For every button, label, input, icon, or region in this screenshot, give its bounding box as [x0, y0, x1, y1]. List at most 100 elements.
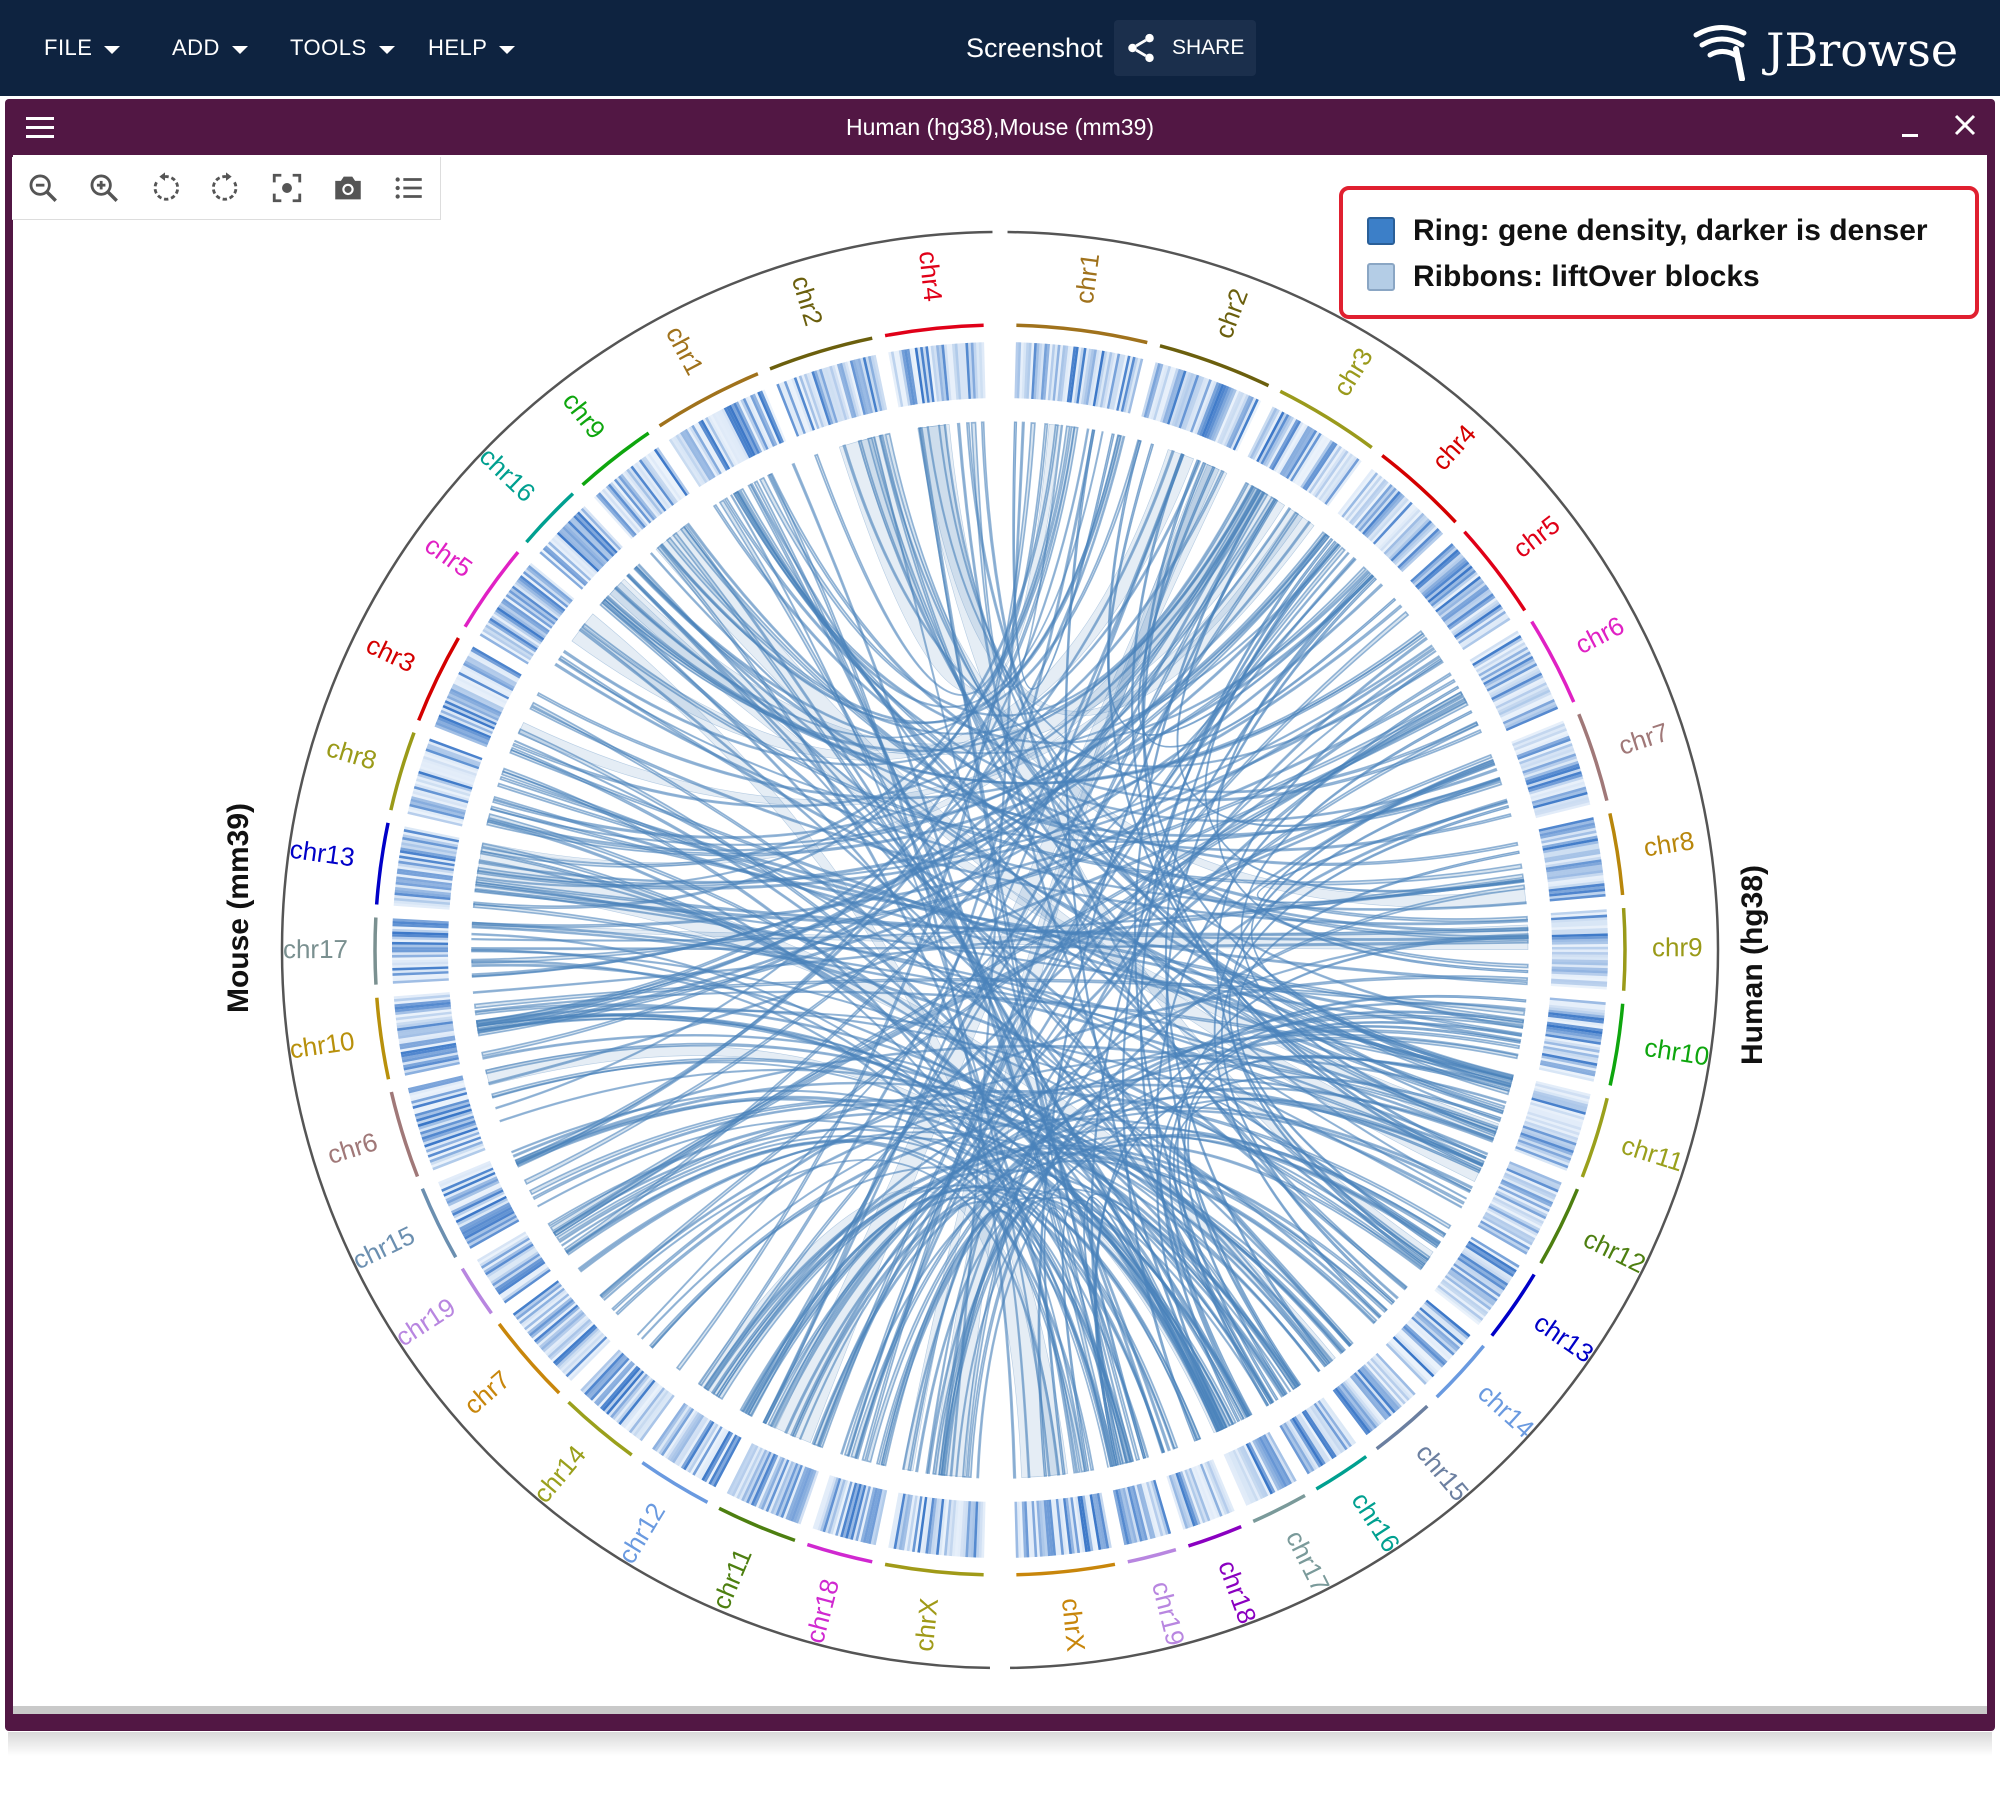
session-name[interactable]: Screenshot — [966, 33, 1103, 63]
density-bin — [1484, 1211, 1536, 1241]
mouse-chr2-arc[interactable] — [769, 336, 873, 371]
density-bin — [1067, 1497, 1078, 1554]
liftover-ribbon — [558, 655, 1504, 1115]
mouse-chr3-arc[interactable] — [417, 637, 460, 722]
human-chr8-arc[interactable] — [1608, 812, 1625, 896]
density-bin — [906, 1495, 918, 1552]
mouse-chr13-arc[interactable] — [374, 822, 390, 905]
density-bin — [485, 624, 534, 657]
density-bin — [1097, 351, 1110, 408]
zoom-in-button[interactable] — [73, 157, 134, 219]
density-bin — [1473, 637, 1523, 669]
mouse-chr16-arc[interactable] — [525, 492, 575, 544]
liftover-ribbon — [739, 487, 1497, 1137]
human-chr11-arc[interactable] — [1580, 1097, 1609, 1178]
density-bin — [1344, 1379, 1382, 1426]
density-bin — [1035, 343, 1043, 400]
mouse-chr11-arc[interactable] — [718, 1506, 796, 1543]
density-bin — [893, 1493, 906, 1550]
human-chr12-arc[interactable] — [1539, 1188, 1580, 1265]
minimize-icon[interactable] — [1897, 109, 1927, 139]
zoom-out-button[interactable] — [12, 157, 73, 219]
menu-tools[interactable]: TOOLS — [290, 0, 395, 96]
mouse-chr18-arc[interactable] — [806, 1542, 873, 1564]
mouse-chr5-arc[interactable] — [463, 550, 520, 628]
density-bin — [490, 1251, 539, 1285]
mouse-chr17-arc[interactable] — [373, 917, 378, 985]
density-bin — [1183, 376, 1205, 431]
liftover-ribbon — [1168, 1010, 1525, 1417]
mouse-chrX-arc[interactable] — [884, 1562, 984, 1577]
density-bin — [493, 1255, 542, 1289]
density-bin — [742, 397, 769, 450]
density-bin — [1529, 1102, 1585, 1121]
human-chr18-arc[interactable] — [1187, 1524, 1242, 1548]
density-bin — [954, 343, 962, 400]
menu-help[interactable]: HELP — [428, 0, 516, 96]
density-bin — [1043, 1500, 1051, 1557]
density-bin — [519, 1287, 565, 1325]
view-menu-icon[interactable] — [26, 117, 54, 139]
human-chr7-arc[interactable] — [1577, 713, 1609, 802]
track-list-button[interactable] — [378, 157, 439, 219]
human-chr14-arc[interactable] — [1435, 1344, 1486, 1399]
rotate-cw-button[interactable] — [195, 157, 256, 219]
density-bin — [394, 889, 451, 898]
mouse-chr15-arc[interactable] — [420, 1188, 458, 1259]
screenshot-button[interactable] — [317, 157, 378, 219]
density-bin — [1230, 1450, 1257, 1503]
density-bin — [1520, 1132, 1574, 1154]
density-bin — [1499, 691, 1552, 718]
human-chr13-arc[interactable] — [1490, 1273, 1536, 1337]
human-chr16-arc[interactable] — [1315, 1455, 1368, 1491]
density-bin — [530, 1300, 576, 1339]
human-chr15-arc[interactable] — [1375, 1404, 1429, 1451]
human-chr9-arc[interactable] — [1621, 907, 1627, 991]
mouse-chr9-arc[interactable] — [581, 431, 650, 487]
close-icon[interactable] — [1949, 109, 1981, 141]
liftover-ribbon — [1043, 1207, 1147, 1476]
density-bin — [835, 1481, 853, 1536]
human-chr4-arc[interactable] — [1381, 454, 1457, 524]
human-chr5-arc[interactable] — [1463, 530, 1527, 612]
density-bin — [1095, 351, 1108, 407]
density-bin — [1232, 1449, 1259, 1502]
density-bin — [752, 393, 778, 446]
human-chr2-arc[interactable] — [1159, 344, 1270, 388]
density-bin — [407, 811, 463, 827]
density-bin — [1360, 489, 1399, 534]
mouse-chr1-arc[interactable] — [658, 372, 759, 428]
human-chrX-arc[interactable] — [1016, 1562, 1116, 1577]
human-chr10-arc[interactable] — [1608, 1003, 1625, 1086]
density-bin — [759, 390, 784, 443]
liftover-ribbon — [686, 522, 1529, 940]
density-bin — [1245, 1443, 1274, 1495]
human-chr19-arc[interactable] — [1127, 1548, 1177, 1564]
fit-button[interactable] — [256, 157, 317, 219]
mouse-chr12-arc[interactable] — [641, 1461, 709, 1504]
share-button[interactable]: SHARE — [1114, 20, 1256, 76]
mouse-chr14-arc[interactable] — [567, 1400, 633, 1457]
rotate-ccw-button[interactable] — [134, 157, 195, 219]
density-bin — [656, 447, 690, 495]
human-chr3-arc[interactable] — [1279, 389, 1373, 449]
density-bin — [1477, 644, 1527, 675]
menu-add[interactable]: ADD — [172, 0, 248, 96]
mouse-chr7-arc[interactable] — [497, 1322, 561, 1395]
human-chr1-arc[interactable] — [1016, 323, 1148, 345]
liftover-ribbon — [501, 770, 1463, 1209]
density-bin — [1420, 1305, 1466, 1344]
density-bin — [1396, 1332, 1439, 1374]
mouse-chr6-arc[interactable] — [389, 1091, 420, 1178]
mouse-chr19-arc[interactable] — [460, 1267, 493, 1315]
human-chr17-arc[interactable] — [1252, 1494, 1306, 1523]
menu-file[interactable]: FILE — [44, 0, 121, 96]
density-bin — [1262, 1434, 1292, 1485]
mouse-chr4-arc[interactable] — [884, 323, 984, 338]
mouse-chr10-arc[interactable] — [375, 997, 391, 1080]
density-bin — [1185, 377, 1207, 431]
density-bin — [1188, 1467, 1211, 1522]
human-chr6-arc[interactable] — [1530, 620, 1576, 703]
mouse-chr8-arc[interactable] — [389, 732, 416, 811]
